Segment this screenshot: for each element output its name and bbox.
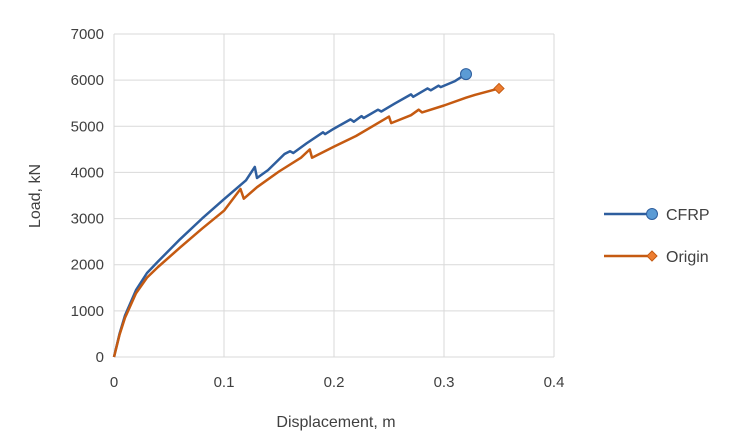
series-end-marker-origin bbox=[493, 82, 505, 95]
legend: CFRP Origin bbox=[604, 207, 710, 266]
y-tick-label: 0 bbox=[96, 349, 104, 366]
legend-label-origin: Origin bbox=[666, 249, 709, 266]
series-line-origin bbox=[112, 87, 500, 358]
y-tick-label: 5000 bbox=[71, 118, 104, 135]
y-tick-label: 3000 bbox=[71, 211, 104, 228]
x-axis-title: Displacement, m bbox=[276, 414, 395, 431]
y-tick-label: 2000 bbox=[71, 257, 104, 274]
x-tick-label: 0.4 bbox=[544, 374, 565, 391]
x-tick-label: 0 bbox=[110, 374, 118, 391]
legend-marker-origin bbox=[646, 250, 658, 262]
legend-marker-cfrp bbox=[646, 208, 658, 220]
x-tick-label: 0.3 bbox=[434, 374, 455, 391]
y-axis-title: Load, kN bbox=[27, 164, 44, 228]
y-tick-label: 4000 bbox=[71, 164, 104, 181]
series-end-marker-cfrp bbox=[460, 68, 472, 81]
tick-labels: 0 1000 2000 3000 4000 5000 6000 7000 0 0.1 0.2 0.3 0… bbox=[71, 26, 565, 391]
y-tick-label: 1000 bbox=[71, 303, 104, 320]
series-line-cfrp bbox=[112, 73, 467, 358]
y-tick-label: 6000 bbox=[71, 72, 104, 89]
gridlines bbox=[113, 33, 555, 358]
y-tick-label: 7000 bbox=[71, 26, 104, 43]
plot-area bbox=[112, 68, 505, 358]
x-tick-label: 0.1 bbox=[214, 374, 235, 391]
x-tick-label: 0.2 bbox=[324, 374, 345, 391]
legend-label-cfrp: CFRP bbox=[666, 207, 710, 224]
